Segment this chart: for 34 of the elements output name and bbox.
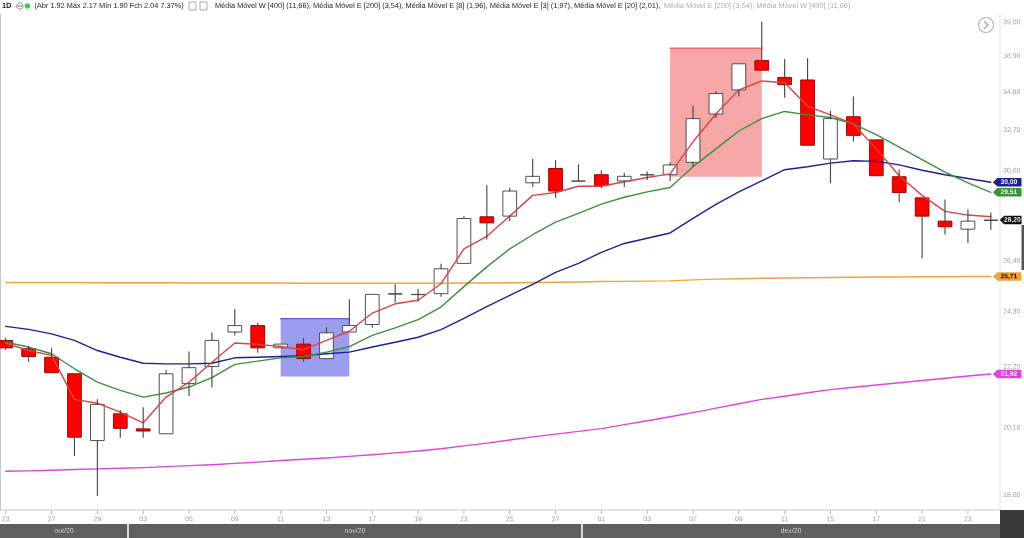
line-series bbox=[5, 373, 992, 472]
candlestick bbox=[204, 332, 220, 388]
candlestick bbox=[250, 322, 266, 353]
candlestick bbox=[983, 212, 999, 230]
candlestick bbox=[456, 216, 472, 264]
candlestick bbox=[639, 171, 655, 180]
candlestick bbox=[135, 407, 151, 438]
candlestick bbox=[914, 197, 930, 259]
candlestick bbox=[181, 351, 197, 396]
candlestick bbox=[502, 187, 518, 222]
candlestick bbox=[548, 160, 563, 198]
candlestick bbox=[800, 58, 815, 146]
candlestick bbox=[112, 409, 128, 438]
candlestick bbox=[387, 284, 403, 303]
candlestick bbox=[685, 105, 701, 167]
candlestick bbox=[44, 348, 59, 374]
candlestick bbox=[616, 172, 632, 188]
candlestick bbox=[823, 110, 838, 184]
candlestick bbox=[571, 164, 586, 182]
candlestick bbox=[594, 170, 609, 189]
candlestick bbox=[227, 309, 243, 336]
candlestick bbox=[754, 21, 770, 71]
candlestick bbox=[90, 399, 105, 497]
candlestick bbox=[67, 373, 82, 456]
candlestick bbox=[891, 169, 907, 203]
candlestick bbox=[868, 139, 884, 177]
candlestick bbox=[364, 293, 380, 328]
candlestick bbox=[708, 91, 724, 119]
candlestick bbox=[960, 209, 976, 244]
candlestick bbox=[158, 369, 174, 435]
candlestick bbox=[525, 159, 541, 188]
candlestick bbox=[731, 63, 747, 97]
candlestick bbox=[937, 199, 953, 235]
candlestick bbox=[479, 184, 495, 240]
